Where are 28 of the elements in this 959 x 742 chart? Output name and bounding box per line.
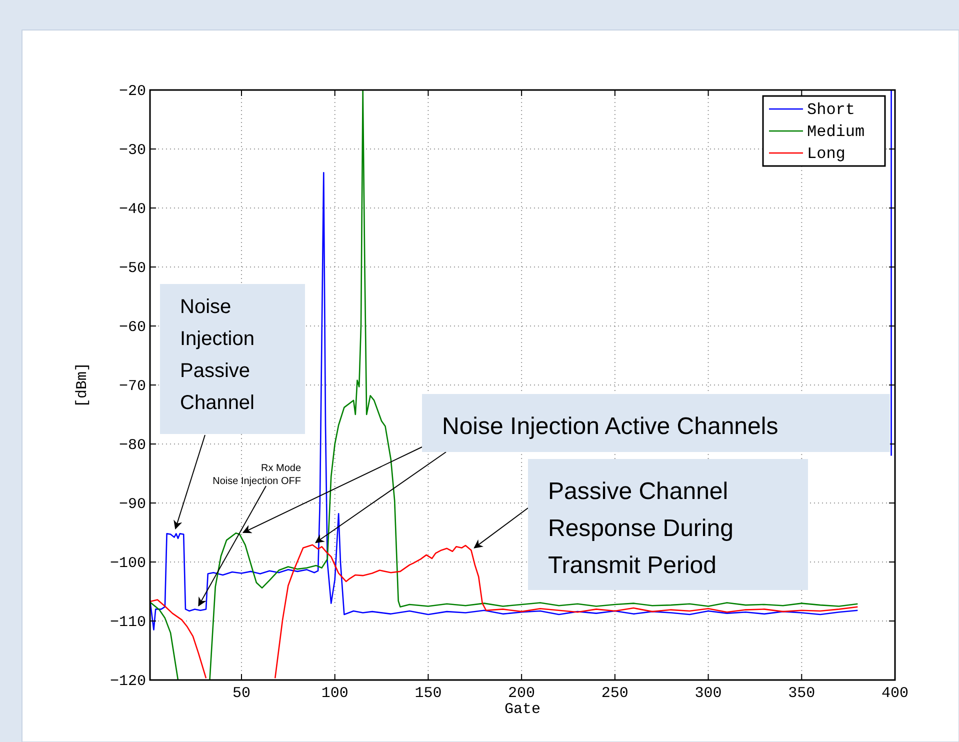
y-tick-label: −90 (118, 496, 146, 513)
x-axis-title: Gate (504, 701, 541, 718)
x-tick-label: 50 (232, 685, 250, 702)
y-tick-label: −120 (110, 673, 146, 690)
annotation: Noise Injection Passive Channel (180, 296, 255, 414)
y-tick-label: −110 (110, 614, 146, 631)
y-tick-label: −50 (118, 260, 146, 277)
y-tick-label: −60 (118, 319, 146, 336)
x-tick-label: 150 (414, 685, 442, 702)
x-tick-label: 300 (694, 685, 722, 702)
legend-label: Long (807, 145, 846, 163)
y-tick-label: −80 (118, 437, 146, 454)
x-tick-label: 250 (601, 685, 628, 702)
x-tick-label: 350 (788, 685, 816, 702)
y-tick-label: −100 (110, 555, 146, 572)
annotation: Noise Injection Active Channels (442, 413, 778, 440)
x-tick-label: 200 (508, 685, 536, 702)
y-tick-label: −40 (118, 201, 146, 218)
x-tick-label: 400 (881, 685, 909, 702)
y-tick-label: −70 (118, 378, 146, 395)
annotation: Passive Channel Response During Transmit Period (548, 478, 734, 579)
annotation: Rx Mode Noise Injection OFF (212, 463, 302, 487)
y-axis-title: [dBm] (74, 362, 91, 408)
y-tick-label: −30 (118, 142, 146, 159)
legend-label: Medium (807, 123, 865, 141)
y-tick-label: −20 (118, 83, 146, 100)
legend-label: Short (807, 101, 856, 119)
x-tick-label: 100 (321, 685, 348, 702)
